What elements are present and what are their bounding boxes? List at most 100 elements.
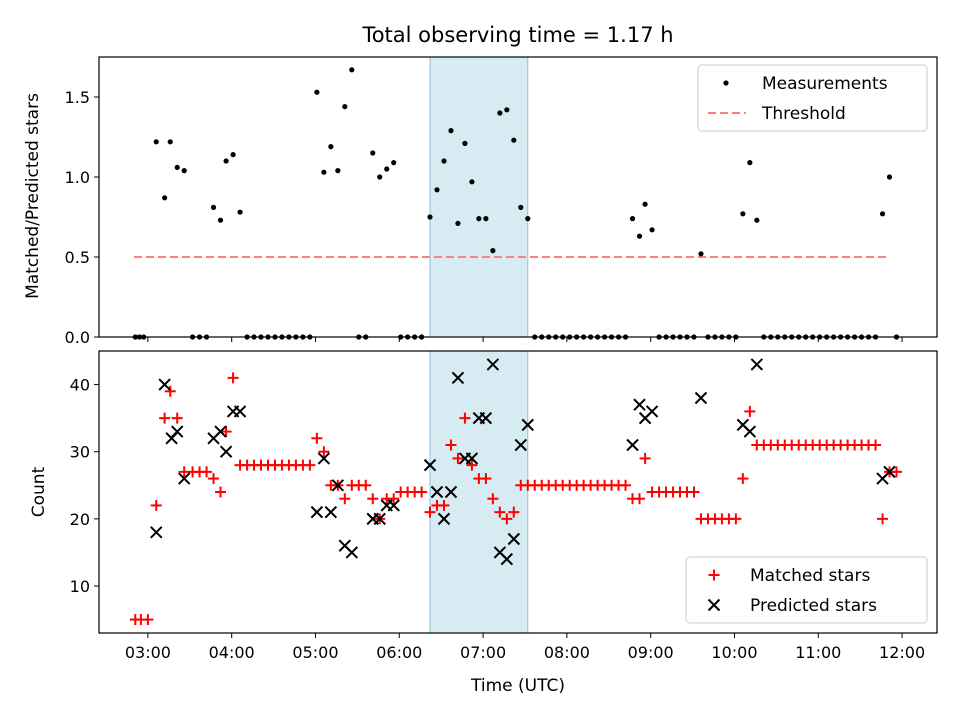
bottom-series1-point-33: [514, 438, 528, 452]
bottom-series1-point-36-b: [633, 398, 646, 411]
bottom-series1-point-0: [150, 526, 163, 539]
bottom-series0-point-107: [877, 513, 889, 525]
bottom-series0-point-11: [208, 473, 220, 485]
top-series0-point-46: [455, 220, 461, 226]
bottom-series1-point-38-b: [645, 405, 659, 418]
bottom-series1-point-24: [451, 371, 465, 385]
bottom-series1-point-38: [645, 405, 659, 418]
top-ytick-label-3: 1.5: [65, 88, 90, 107]
bottom-series1-point-44: [883, 465, 896, 479]
bottom-series1-point-19: [387, 499, 400, 512]
top-series0-point-29: [335, 168, 341, 174]
bottom-series0-point-33: [360, 479, 372, 491]
top-ytick-label-1: 0.5: [65, 248, 90, 267]
bottom-series0-point-87: [737, 473, 749, 485]
bottom-series0-point-27: [318, 446, 330, 458]
top-series0-point-56: [525, 216, 531, 222]
bottom-series0-point-42: [424, 506, 436, 518]
top-series0-point-49: [476, 216, 482, 222]
bottom-ytick-label-0: 10: [70, 577, 90, 596]
xtick-label-9: 12:00: [879, 643, 925, 662]
bottom-series1-point-41-b: [743, 425, 757, 438]
bottom-series1-point-12: [324, 505, 338, 519]
top-ytick-label-0: 0.0: [65, 328, 90, 347]
bottom-series1-point-21-b: [430, 485, 444, 499]
bottom-series0-point-46: [452, 452, 464, 464]
bottom-series1-point-15: [345, 546, 359, 559]
bottom-series1-point-32: [507, 532, 521, 546]
top-series0-point-55: [518, 204, 524, 210]
bottom-series0-point-4: [159, 412, 171, 424]
top-series0-point-11: [210, 204, 217, 210]
bottom-series0-point-44: [438, 499, 450, 511]
top-series0-point-52: [497, 110, 503, 116]
bottom-series1-point-9-b: [233, 405, 247, 418]
top-series0-point-14: [230, 152, 236, 158]
bottom-series1-point-1: [158, 378, 171, 391]
bottom-series0-point-109: [890, 466, 902, 478]
top-ytick-label-2: 1.0: [65, 168, 90, 187]
bottom-series1-point-23: [444, 485, 458, 499]
top-series0-point-81: [698, 251, 704, 257]
xtick-label-4: 07:00: [460, 643, 506, 662]
bottom-observing-span: [429, 350, 529, 634]
xtick-label-6: 09:00: [628, 643, 674, 662]
top-series0-point-36: [384, 166, 390, 172]
chart-title: Total observing time = 1.17 h: [361, 23, 673, 47]
bottom-series0-point-52: [494, 506, 506, 518]
bottom-series1-point-31-b: [500, 552, 514, 566]
bottom-series0-point-51: [487, 493, 499, 505]
bottom-series0-point-53: [501, 513, 513, 525]
bottom-series1-point-36: [633, 398, 646, 411]
top-series0-point-44: [441, 158, 447, 164]
bottom-series0-point-72: [634, 493, 646, 505]
top-series0-point-6: [174, 164, 180, 170]
top-legend-label-0: Measurements: [762, 74, 888, 94]
top-plot-area: 0.0 0.5 1.0 1.5 Measurements Threshold: [65, 56, 938, 347]
top-series0-point-4: [162, 195, 168, 201]
bottom-series0-point-25: [304, 459, 316, 471]
bottom-series1-point-10-b: [310, 505, 324, 519]
bottom-series0-point-80: [688, 486, 700, 498]
bottom-series1-point-7-b: [219, 445, 233, 458]
bottom-series1-point-42: [750, 358, 764, 371]
top-series0-point-26: [314, 89, 320, 95]
bottom-series1-point-39: [694, 391, 708, 405]
bottom-series1-point-4-b: [177, 472, 191, 485]
bottom-series1-point-6-b: [214, 425, 227, 438]
top-series0-point-47: [462, 140, 468, 146]
bottom-series0-point-13: [220, 426, 232, 438]
bottom-legend-marker-0: [708, 569, 720, 581]
bottom-series1-point-21: [430, 485, 444, 499]
bottom-series1-point-35-b: [626, 438, 639, 452]
bottom-series1-point-34-b: [521, 418, 534, 432]
bottom-series0-point-86: [730, 513, 742, 525]
top-series0-point-73: [642, 201, 648, 207]
bottom-series1-point-28: [479, 411, 493, 425]
top-series0-point-12: [217, 217, 224, 223]
bottom-series1-point-32-b: [507, 532, 521, 546]
bottom-series1-point-33-b: [514, 438, 528, 452]
bottom-series1-point-28-b: [479, 411, 493, 425]
top-series0-point-108: [886, 174, 893, 180]
bottom-series0-point-2: [142, 614, 154, 626]
bottom-axes-frame: [98, 350, 938, 634]
bottom-series0-point-14: [227, 372, 239, 384]
bottom-legend-label-0: Matched stars: [750, 566, 870, 586]
bottom-series0-point-70: [620, 479, 632, 491]
top-series0-point-34: [370, 150, 376, 156]
bottom-series1-point-3-b: [171, 425, 184, 438]
bottom-series1-point-17: [373, 512, 386, 526]
top-series0-point-27: [321, 169, 327, 175]
top-series0-point-28: [328, 144, 334, 150]
bottom-series0-point-50: [480, 473, 492, 485]
top-series0-point-50: [483, 216, 489, 222]
bottom-series0-point-88: [744, 405, 756, 417]
bottom-series0-point-37: [388, 493, 400, 505]
bottom-series1-point-30-b: [493, 546, 507, 559]
bottom-ytick-label-3: 40: [70, 376, 90, 395]
top-series0-point-7: [181, 168, 187, 174]
bottom-series0-point-3: [150, 499, 162, 511]
bottom-series0-point-10: [201, 466, 213, 478]
top-series0-point-51: [490, 248, 496, 254]
